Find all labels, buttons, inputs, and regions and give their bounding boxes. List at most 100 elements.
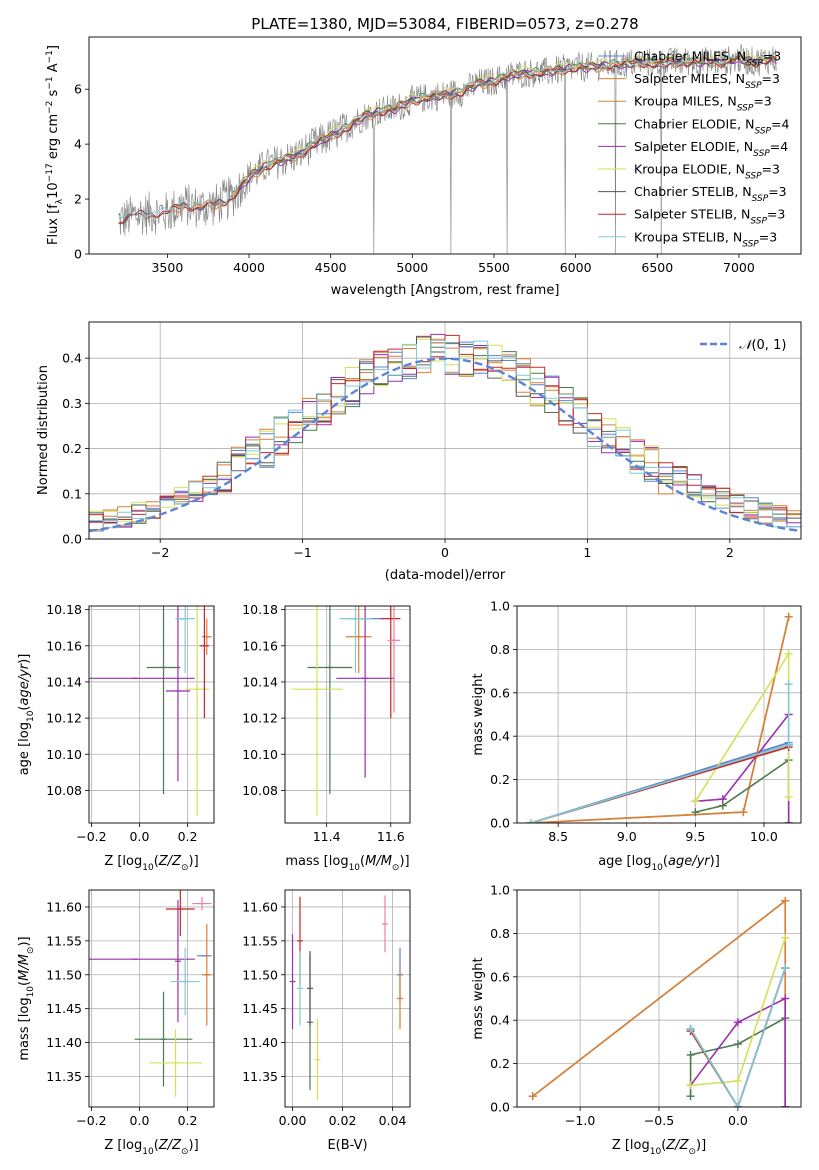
y-tick-label: 1.0 [490, 883, 510, 898]
weight-marker-3 [691, 808, 700, 817]
y-tick-label: 4 [74, 137, 82, 152]
weight-marker-3 [686, 1092, 695, 1101]
legend-entry: Salpeter MILES, NSSP=3 [634, 71, 780, 91]
weight-marker-2 [781, 896, 790, 905]
weight-line-2 [532, 900, 786, 1097]
residuals-y-label: Normed distribution [36, 365, 51, 495]
weight-line-1 [530, 616, 790, 823]
y-tick-label: 10.14 [46, 674, 82, 689]
y-tick-label: 11.50 [46, 967, 82, 982]
x-tick-label: 10.0 [750, 829, 778, 844]
y-tick-label: 0.0 [490, 816, 510, 831]
weight-marker-2 [528, 1092, 537, 1101]
mass-weight-vs-age-y-label: mass weight [471, 673, 486, 755]
weight-marker-5 [691, 797, 700, 806]
y-tick-label: 11.55 [46, 933, 82, 948]
y-tick-label: 10.14 [242, 674, 278, 689]
residuals-x-label: (data-model)/error [385, 568, 506, 583]
y-tick-label: 11.55 [242, 933, 278, 948]
y-tick-label: 11.60 [46, 899, 82, 914]
spectrum-axes: 3500 4000 4500 5000 5500 6000 6500 7000 0 2 4 6 [74, 82, 755, 275]
y-tick-label: 0.4 [490, 1013, 510, 1028]
legend-entry: Chabrier MILES, NSSP=3 [634, 49, 781, 69]
weight-marker-8 [733, 1103, 742, 1107]
legend-entry: Salpeter STELIB, NSSP=3 [634, 207, 785, 227]
weight-marker-3 [733, 1040, 742, 1049]
x-tick-label: −2 [151, 545, 169, 560]
weight-marker-8 [784, 680, 793, 689]
residuals-frame [88, 321, 802, 540]
y-tick-label: 0.8 [490, 926, 510, 941]
x-tick-label: 11.6 [377, 829, 405, 844]
y-tick-label: 11.45 [46, 1001, 82, 1016]
mass-weight-vs-z-x-label: Z [log10(Z/Z⊙)] [612, 1138, 706, 1157]
x-tick-label: −1.0 [565, 1113, 595, 1128]
x-tick-label: 0.2 [178, 829, 198, 844]
age-vs-mass-x-label: mass [log10(M/M⊙)] [285, 854, 409, 873]
weight-marker-8 [781, 964, 790, 973]
legend-entry: 𝒩(0, 1) [739, 338, 786, 353]
legend-entry: Salpeter ELODIE, NSSP=4 [634, 139, 788, 159]
weight-marker-4 [784, 819, 793, 823]
y-tick-label: 10.16 [46, 638, 82, 653]
y-tick-label: 0.3 [62, 396, 82, 411]
residuals-axes: −2 −1 0 1 2 0.0 0.1 0.2 0.3 0.4 [62, 322, 801, 560]
weight-marker-5 [781, 933, 790, 942]
x-tick-label: 0.0 [130, 1113, 150, 1128]
weight-marker-3 [686, 1050, 695, 1059]
x-tick-label: −1 [293, 545, 311, 560]
x-tick-label: 4000 [233, 260, 265, 275]
y-tick-label: 0.4 [490, 729, 510, 744]
x-tick-label: 7000 [723, 260, 755, 275]
weight-marker-8 [526, 819, 535, 823]
y-tick-label: 0.6 [490, 685, 510, 700]
x-tick-label: −0.2 [76, 829, 106, 844]
x-tick-label: 11.4 [313, 829, 341, 844]
weight-line-8 [689, 967, 786, 1107]
mass-weight-vs-age-x-label: age [log10(age/yr)] [598, 854, 720, 873]
x-tick-label: 3500 [151, 260, 183, 275]
y-tick-label: 10.10 [242, 747, 278, 762]
mass-vs-ebv-x-label: E(B-V) [327, 1138, 367, 1153]
y-tick-label: 11.40 [46, 1035, 82, 1050]
y-tick-label: 10.10 [46, 747, 82, 762]
weight-marker-4 [718, 795, 727, 804]
x-tick-label: −0.5 [644, 1113, 674, 1128]
age-vs-z-frame [88, 605, 215, 824]
normal-reference-line [89, 357, 799, 533]
x-tick-label: 6000 [560, 260, 592, 275]
x-tick-label: 5000 [396, 260, 428, 275]
age-vs-z-x-label: Z [log10(Z/Z⊙)] [104, 854, 198, 873]
mass-vs-z-y-label: mass [log10(M/M⊙)] [17, 936, 36, 1060]
histogram-line-8 [89, 340, 801, 529]
age-vs-z-plot [89, 606, 212, 816]
mass-vs-ebv-plot [289, 895, 403, 1101]
x-tick-label: 4500 [315, 260, 347, 275]
y-tick-label: 0.1 [62, 486, 82, 501]
weight-marker-8 [686, 1024, 695, 1033]
x-tick-label: 5500 [478, 260, 510, 275]
y-tick-label: 0.2 [490, 1056, 510, 1071]
mass-weight-vs-z-frame [516, 889, 802, 1108]
x-tick-label: 0.02 [329, 1113, 357, 1128]
mass-weight-vs-age-frame [516, 605, 802, 824]
mass-vs-z-x-label: Z [log10(Z/Z⊙)] [104, 1138, 198, 1157]
age-vs-mass-axes: 11.4 11.6 10.08 10.10 10.12 10.14 10.16 10.18 [242, 602, 410, 844]
y-tick-label: 10.16 [242, 638, 278, 653]
y-tick-label: 11.60 [242, 899, 278, 914]
x-tick-label: 2 [726, 545, 734, 560]
weight-marker-8 [784, 740, 793, 749]
x-tick-label: 0 [441, 545, 449, 560]
weight-marker-2 [739, 808, 748, 817]
y-tick-label: 11.35 [242, 1069, 278, 1084]
model-line-6 [118, 55, 777, 225]
spectrum-frame [88, 36, 802, 255]
x-tick-label: 0.00 [279, 1113, 307, 1128]
weight-marker-4 [733, 1018, 742, 1027]
spectrum-y-label: Flux [fλ10−17 erg cm−2 s−1 A−1] [45, 45, 65, 245]
legend-entry: Kroupa ELODIE, NSSP=3 [634, 162, 780, 182]
mass-vs-z-plot [89, 890, 212, 1097]
age-vs-mass-plot [291, 606, 401, 816]
